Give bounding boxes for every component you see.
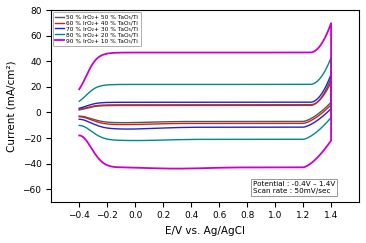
60 % IrO₂+ 40 % TaO₅/Ti (77, 108, 81, 111)
90 % IrO₂+ 10 % TaO₅/Ti (309, 51, 313, 54)
50 % IrO₂+ 50 % TaO₅/Ti (77, 115, 81, 118)
90 % IrO₂+ 10 % TaO₅/Ti (329, 22, 333, 25)
50 % IrO₂+ 50 % TaO₅/Ti (103, 104, 107, 107)
60 % IrO₂+ 40 % TaO₅/Ti (103, 104, 107, 106)
70 % IrO₂+ 30 % TaO₅/Ti (77, 118, 81, 121)
70 % IrO₂+ 30 % TaO₅/Ti (126, 128, 131, 130)
90 % IrO₂+ 10 % TaO₅/Ti (77, 88, 81, 91)
80 % IrO₂+ 20 % TaO₅/Ti (77, 100, 81, 103)
50 % IrO₂+ 50 % TaO₅/Ti (309, 104, 313, 107)
Text: Potential : -0.4V – 1.4V
Scan rate : 50mV/sec: Potential : -0.4V – 1.4V Scan rate : 50m… (253, 181, 335, 194)
80 % IrO₂+ 20 % TaO₅/Ti (184, 138, 188, 141)
60 % IrO₂+ 40 % TaO₅/Ti (77, 115, 81, 118)
60 % IrO₂+ 40 % TaO₅/Ti (121, 123, 125, 126)
70 % IrO₂+ 30 % TaO₅/Ti (184, 126, 188, 129)
80 % IrO₂+ 20 % TaO₅/Ti (322, 71, 326, 74)
50 % IrO₂+ 50 % TaO₅/Ti (92, 118, 96, 121)
60 % IrO₂+ 40 % TaO₅/Ti (329, 80, 333, 83)
90 % IrO₂+ 10 % TaO₅/Ti (184, 167, 188, 170)
Line: 80 % IrO₂+ 20 % TaO₅/Ti: 80 % IrO₂+ 20 % TaO₅/Ti (79, 58, 331, 140)
50 % IrO₂+ 50 % TaO₅/Ti (329, 77, 333, 79)
60 % IrO₂+ 40 % TaO₅/Ti (322, 93, 326, 96)
80 % IrO₂+ 20 % TaO₅/Ti (77, 124, 81, 127)
90 % IrO₂+ 10 % TaO₅/Ti (322, 38, 326, 41)
80 % IrO₂+ 20 % TaO₅/Ti (309, 83, 313, 86)
70 % IrO₂+ 30 % TaO₅/Ti (91, 122, 96, 125)
90 % IrO₂+ 10 % TaO₅/Ti (77, 134, 81, 137)
50 % IrO₂+ 50 % TaO₅/Ti (322, 92, 326, 95)
70 % IrO₂+ 30 % TaO₅/Ti (77, 107, 81, 110)
Line: 70 % IrO₂+ 30 % TaO₅/Ti: 70 % IrO₂+ 30 % TaO₅/Ti (79, 74, 331, 129)
80 % IrO₂+ 20 % TaO₅/Ti (103, 84, 107, 87)
80 % IrO₂+ 20 % TaO₅/Ti (91, 131, 96, 134)
Line: 90 % IrO₂+ 10 % TaO₅/Ti: 90 % IrO₂+ 10 % TaO₅/Ti (79, 23, 331, 169)
Line: 60 % IrO₂+ 40 % TaO₅/Ti: 60 % IrO₂+ 40 % TaO₅/Ti (79, 82, 331, 125)
90 % IrO₂+ 10 % TaO₅/Ti (91, 150, 96, 153)
60 % IrO₂+ 40 % TaO₅/Ti (309, 103, 313, 106)
70 % IrO₂+ 30 % TaO₅/Ti (322, 88, 326, 91)
80 % IrO₂+ 20 % TaO₅/Ti (329, 56, 333, 59)
70 % IrO₂+ 30 % TaO₅/Ti (309, 101, 313, 104)
50 % IrO₂+ 50 % TaO₅/Ti (184, 120, 188, 123)
70 % IrO₂+ 30 % TaO₅/Ti (103, 101, 107, 104)
Y-axis label: Current (mA/cm²): Current (mA/cm²) (7, 60, 17, 152)
X-axis label: E/V vs. Ag/AgCl: E/V vs. Ag/AgCl (165, 226, 245, 236)
Legend: 50 % IrO₂+ 50 % TaO₅/Ti, 60 % IrO₂+ 40 % TaO₅/Ti, 70 % IrO₂+ 30 % TaO₅/Ti, 80 % : 50 % IrO₂+ 50 % TaO₅/Ti, 60 % IrO₂+ 40 %… (53, 12, 141, 46)
Line: 50 % IrO₂+ 50 % TaO₅/Ti: 50 % IrO₂+ 50 % TaO₅/Ti (79, 78, 331, 123)
80 % IrO₂+ 20 % TaO₅/Ti (92, 131, 96, 134)
50 % IrO₂+ 50 % TaO₅/Ti (77, 108, 81, 111)
90 % IrO₂+ 10 % TaO₅/Ti (92, 150, 96, 153)
50 % IrO₂+ 50 % TaO₅/Ti (91, 118, 96, 121)
60 % IrO₂+ 40 % TaO₅/Ti (184, 122, 188, 125)
60 % IrO₂+ 40 % TaO₅/Ti (92, 119, 96, 122)
60 % IrO₂+ 40 % TaO₅/Ti (91, 119, 96, 122)
90 % IrO₂+ 10 % TaO₅/Ti (175, 167, 179, 170)
50 % IrO₂+ 50 % TaO₅/Ti (121, 121, 125, 124)
70 % IrO₂+ 30 % TaO₅/Ti (92, 122, 96, 125)
80 % IrO₂+ 20 % TaO₅/Ti (133, 139, 137, 142)
90 % IrO₂+ 10 % TaO₅/Ti (103, 53, 107, 56)
70 % IrO₂+ 30 % TaO₅/Ti (329, 73, 333, 76)
